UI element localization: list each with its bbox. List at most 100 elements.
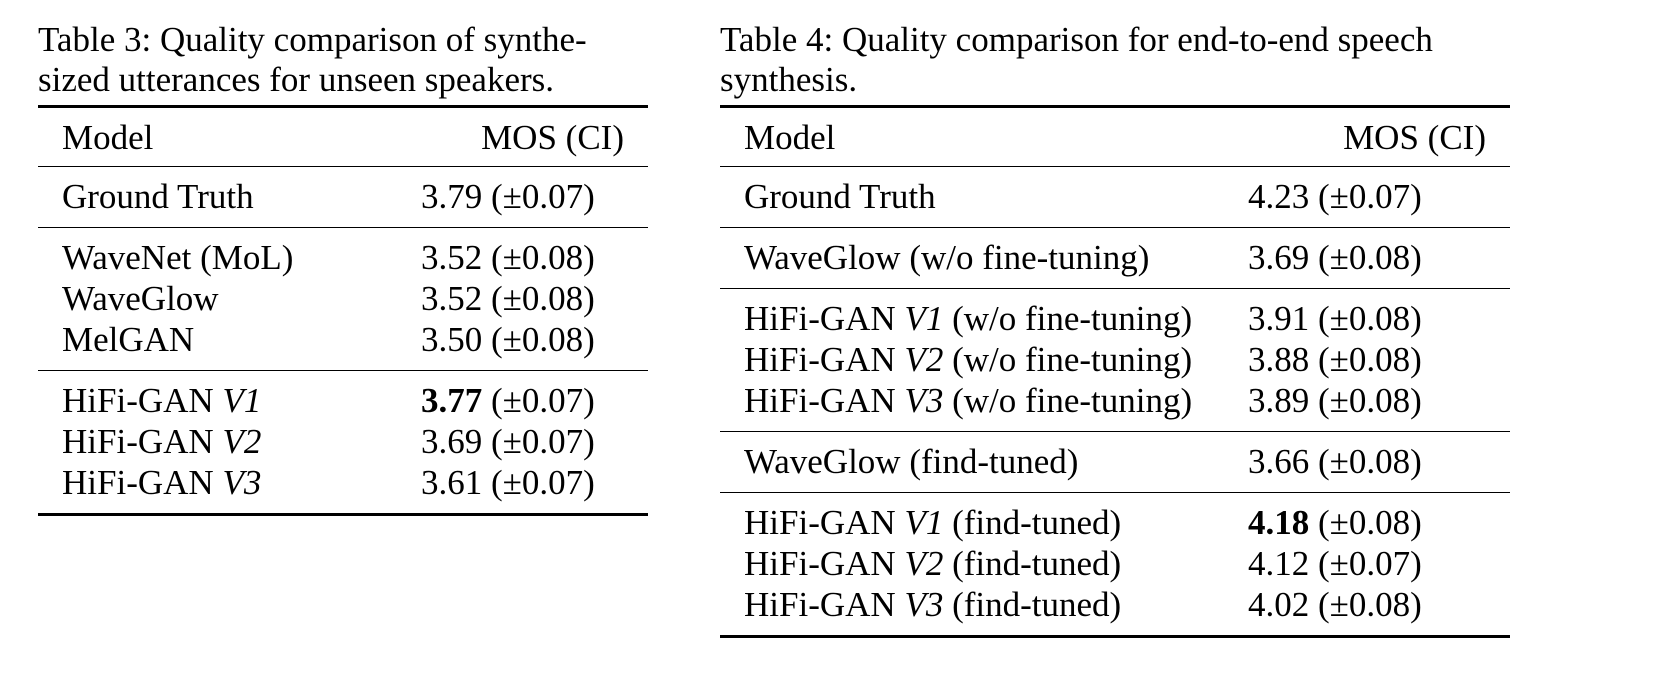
mos-value: 3.69 bbox=[1248, 238, 1310, 277]
mos-ci: (±0.07) bbox=[482, 177, 595, 216]
model-cell: HiFi-GAN V3 bbox=[38, 462, 421, 515]
model-name: HiFi-GAN bbox=[744, 299, 905, 338]
caption-text: Quality comparison of synthe-sized utter… bbox=[38, 20, 587, 99]
mos-value: 4.02 bbox=[1248, 585, 1310, 624]
table-row: HiFi-GAN V3 3.61 (±0.07) bbox=[38, 462, 648, 515]
model-name: HiFi-GAN bbox=[744, 585, 905, 624]
table-row: WaveGlow 3.52 (±0.08) bbox=[38, 278, 648, 319]
model-cell: HiFi-GAN V1 bbox=[38, 371, 421, 422]
mos-value: 3.89 bbox=[1248, 381, 1310, 420]
mos-ci: (±0.08) bbox=[1309, 340, 1422, 379]
mos-value: 3.69 bbox=[421, 422, 483, 461]
model-suffix: (find-tuned) bbox=[943, 585, 1122, 624]
mos-ci: (±0.07) bbox=[482, 381, 595, 420]
model-variant: V1 bbox=[222, 381, 262, 420]
mos-ci: (±0.07) bbox=[482, 463, 595, 502]
mos-cell: 3.69 (±0.07) bbox=[421, 421, 648, 462]
header-model: Model bbox=[720, 106, 1248, 167]
mos-cell: 3.88 (±0.08) bbox=[1248, 339, 1510, 380]
model-name: HiFi-GAN bbox=[744, 340, 905, 379]
model-variant: V3 bbox=[904, 585, 944, 624]
model-name: HiFi-GAN bbox=[744, 381, 905, 420]
model-cell: WaveGlow (w/o fine-tuning) bbox=[720, 227, 1248, 289]
table-4-caption: Table 4: Quality comparison for end-to-e… bbox=[720, 20, 1510, 100]
model-variant: V2 bbox=[904, 544, 944, 583]
model-cell: WaveNet (MoL) bbox=[62, 238, 294, 277]
table-4-grid: Model MOS (CI) Ground Truth 4.23 (±0.07) W… bbox=[720, 105, 1510, 638]
model-variant: V1 bbox=[904, 503, 944, 542]
table-row: HiFi-GAN V3 (w/o fine-tuning) 3.89 (±0.08… bbox=[720, 380, 1510, 432]
table-row: Ground Truth 3.79 (±0.07) bbox=[38, 166, 648, 228]
table-row: HiFi-GAN V1 (w/o fine-tuning) 3.91 (±0.08… bbox=[720, 289, 1510, 340]
mos-cell: 3.50 (±0.08) bbox=[421, 319, 648, 371]
table-row: HiFi-GAN V3 (find-tuned) 4.02 (±0.08) bbox=[720, 584, 1510, 637]
table-row: HiFi-GAN V2 (find-tuned) 4.12 (±0.07) bbox=[720, 543, 1510, 584]
mos-ci: (±0.07) bbox=[1309, 177, 1422, 216]
model-variant: V3 bbox=[222, 463, 262, 502]
mos-cell: 4.02 (±0.08) bbox=[1248, 584, 1510, 637]
mos-cell: 3.66 (±0.08) bbox=[1248, 431, 1510, 493]
model-cell: WaveGlow (find-tuned) bbox=[720, 431, 1248, 493]
mos-cell: 3.52 (±0.08) bbox=[421, 278, 648, 319]
table-3-grid: Model MOS (CI) Ground Truth 3.79 (±0.07) W… bbox=[38, 105, 648, 516]
mos-value: 3.50 bbox=[421, 320, 483, 359]
table-4-body: Ground Truth 4.23 (±0.07) WaveGlow (w/o fi… bbox=[720, 166, 1510, 637]
header-mos: MOS (CI) bbox=[1248, 106, 1510, 167]
mos-ci: (±0.08) bbox=[1309, 442, 1422, 481]
model-cell: HiFi-GAN V1 (w/o fine-tuning) bbox=[720, 289, 1248, 340]
table-3-body: Ground Truth 3.79 (±0.07) WaveNet (MoL) 3.5… bbox=[38, 166, 648, 515]
model-cell: HiFi-GAN V3 (w/o fine-tuning) bbox=[720, 380, 1248, 432]
model-name: HiFi-GAN bbox=[744, 544, 905, 583]
model-suffix: (w/o fine-tuning) bbox=[943, 299, 1193, 338]
table-row: WaveGlow (find-tuned) 3.66 (±0.08) bbox=[720, 431, 1510, 493]
model-cell: HiFi-GAN V2 (find-tuned) bbox=[720, 543, 1248, 584]
model-variant: V2 bbox=[904, 340, 944, 379]
table-4: Table 4: Quality comparison for end-to-e… bbox=[720, 20, 1510, 638]
table-row: WaveGlow (w/o fine-tuning) 3.69 (±0.08) bbox=[720, 227, 1510, 289]
header-row: Model MOS (CI) bbox=[38, 106, 648, 167]
model-cell: Ground Truth bbox=[720, 166, 1248, 228]
header-model: Model bbox=[38, 106, 421, 167]
model-name: HiFi-GAN bbox=[62, 381, 223, 420]
mos-value: 4.18 bbox=[1248, 503, 1310, 542]
mos-value: 4.23 bbox=[1248, 177, 1310, 216]
table-row: HiFi-GAN V1 3.77 (±0.07) bbox=[38, 371, 648, 422]
model-suffix: (w/o fine-tuning) bbox=[943, 381, 1193, 420]
mos-ci: (±0.08) bbox=[1309, 585, 1422, 624]
model-variant: V1 bbox=[904, 299, 944, 338]
model-cell: Ground Truth bbox=[38, 166, 421, 228]
mos-value: 3.61 bbox=[421, 463, 483, 502]
model-cell: HiFi-GAN V1 (find-tuned) bbox=[720, 493, 1248, 544]
mos-ci: (±0.08) bbox=[482, 279, 595, 318]
model-suffix: (find-tuned) bbox=[943, 503, 1122, 542]
mos-ci: (±0.08) bbox=[1309, 381, 1422, 420]
model-name: HiFi-GAN bbox=[62, 463, 223, 502]
caption-label: Table 4: bbox=[720, 20, 834, 59]
mos-cell: 3.89 (±0.08) bbox=[1248, 380, 1510, 432]
mos-ci: (±0.08) bbox=[1309, 299, 1422, 338]
mos-ci: (±0.08) bbox=[1309, 503, 1422, 542]
mos-value: 4.12 bbox=[1248, 544, 1310, 583]
mos-value: 3.66 bbox=[1248, 442, 1310, 481]
header-mos: MOS (CI) bbox=[421, 106, 648, 167]
model-suffix: (w/o fine-tuning) bbox=[943, 340, 1193, 379]
table-row: Ground Truth 4.23 (±0.07) bbox=[720, 166, 1510, 228]
header-row: Model MOS (CI) bbox=[720, 106, 1510, 167]
mos-cell: 3.79 (±0.07) bbox=[421, 166, 648, 228]
mos-value: 3.52 bbox=[421, 279, 483, 318]
mos-cell: 3.91 (±0.08) bbox=[1248, 289, 1510, 340]
mos-value: 3.91 bbox=[1248, 299, 1310, 338]
mos-ci: (±0.07) bbox=[1309, 544, 1422, 583]
mos-value: 3.79 bbox=[421, 177, 483, 216]
mos-value: 3.77 bbox=[421, 381, 483, 420]
table-row: WaveNet (MoL) 3.52 (±0.08) bbox=[38, 228, 648, 279]
mos-cell: 4.12 (±0.07) bbox=[1248, 543, 1510, 584]
mos-ci: (±0.08) bbox=[482, 320, 595, 359]
mos-cell: 3.77 (±0.07) bbox=[421, 371, 648, 422]
mos-ci: (±0.07) bbox=[482, 422, 595, 461]
table-row: MelGAN 3.50 (±0.08) bbox=[38, 319, 648, 371]
mos-cell: 3.52 (±0.08) bbox=[421, 228, 648, 279]
caption-text: Quality comparison for end-to-end speech… bbox=[720, 20, 1433, 99]
mos-value: 3.52 bbox=[421, 238, 483, 277]
mos-cell: 3.69 (±0.08) bbox=[1248, 227, 1510, 289]
